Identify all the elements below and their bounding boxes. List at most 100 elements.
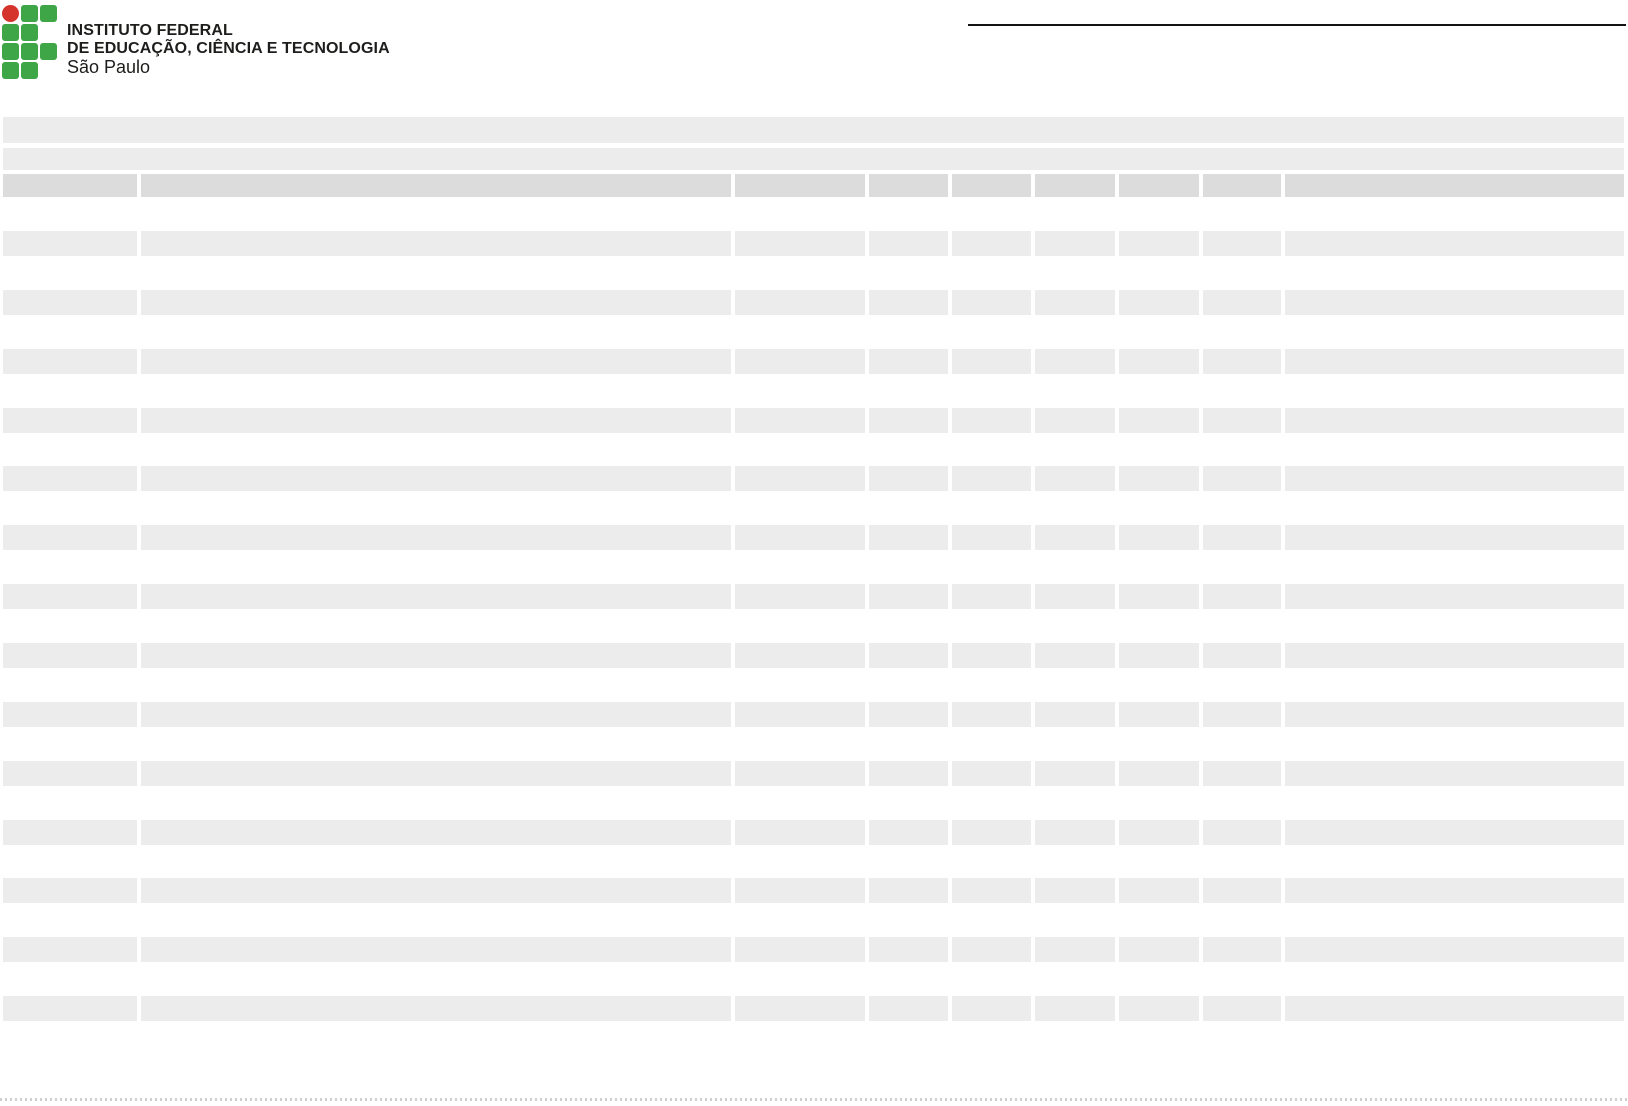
table-row-2-col-2 bbox=[141, 290, 731, 315]
table-row-4-col-9 bbox=[1285, 408, 1624, 433]
table-row-1-col-5 bbox=[952, 231, 1031, 256]
table-row-9-col-9 bbox=[1285, 702, 1624, 727]
table-row-5-col-3 bbox=[735, 466, 865, 491]
table-row-13-col-7 bbox=[1119, 937, 1199, 962]
table-row-7-col-4 bbox=[869, 584, 948, 609]
table-row-2-col-8 bbox=[1203, 290, 1281, 315]
header-col-7 bbox=[1119, 174, 1199, 197]
table-row-2-col-3 bbox=[735, 290, 865, 315]
table-row-3-col-2 bbox=[141, 349, 731, 374]
table-row-9-col-5 bbox=[952, 702, 1031, 727]
table-row-11-col-1 bbox=[3, 820, 137, 845]
table-row-13-col-3 bbox=[735, 937, 865, 962]
table-row-4-col-1 bbox=[3, 408, 137, 433]
logo-line-2: DE EDUCAÇÃO, CIÊNCIA E TECNOLOGIA bbox=[67, 40, 390, 57]
table-row-8-col-3 bbox=[735, 643, 865, 668]
table-row-10-col-8 bbox=[1203, 761, 1281, 786]
table-row-2-col-5 bbox=[952, 290, 1031, 315]
table-row-6-col-9 bbox=[1285, 525, 1624, 550]
table-row-3-col-7 bbox=[1119, 349, 1199, 374]
table-row-10-col-5 bbox=[952, 761, 1031, 786]
table-row-6-col-2 bbox=[141, 525, 731, 550]
data-table bbox=[3, 0, 1624, 1106]
green-square bbox=[2, 43, 19, 60]
table-row-10-col-1 bbox=[3, 761, 137, 786]
table-row-9-col-4 bbox=[869, 702, 948, 727]
green-square bbox=[40, 43, 57, 60]
table-row-1-col-2 bbox=[141, 231, 731, 256]
table-row-6-col-3 bbox=[735, 525, 865, 550]
green-square bbox=[21, 5, 38, 22]
table-row-13-col-6 bbox=[1035, 937, 1115, 962]
table-row-14-col-2 bbox=[141, 996, 731, 1021]
table-row-7-col-1 bbox=[3, 584, 137, 609]
table-row-14-col-7 bbox=[1119, 996, 1199, 1021]
table-row-8-col-9 bbox=[1285, 643, 1624, 668]
table-row-10-col-2 bbox=[141, 761, 731, 786]
table-row-2-col-4 bbox=[869, 290, 948, 315]
table-row-9-col-7 bbox=[1119, 702, 1199, 727]
table-row-14-col-1 bbox=[3, 996, 137, 1021]
table-row-1-col-8 bbox=[1203, 231, 1281, 256]
green-square bbox=[21, 43, 38, 60]
table-row-11-col-2 bbox=[141, 820, 731, 845]
table-row-8-col-8 bbox=[1203, 643, 1281, 668]
table-row-11-col-7 bbox=[1119, 820, 1199, 845]
table-title-bar-1 bbox=[3, 117, 1624, 143]
table-row-9-col-8 bbox=[1203, 702, 1281, 727]
green-square bbox=[21, 62, 38, 79]
header-col-8 bbox=[1203, 174, 1281, 197]
table-row-2-col-7 bbox=[1119, 290, 1199, 315]
table-row-4-col-6 bbox=[1035, 408, 1115, 433]
table-row-5-col-6 bbox=[1035, 466, 1115, 491]
table-row-7-col-2 bbox=[141, 584, 731, 609]
ifsp-logo-grid bbox=[2, 5, 58, 80]
table-row-6-col-1 bbox=[3, 525, 137, 550]
table-row-10-col-9 bbox=[1285, 761, 1624, 786]
table-row-11-col-4 bbox=[869, 820, 948, 845]
table-row-3-col-1 bbox=[3, 349, 137, 374]
table-row-5-col-7 bbox=[1119, 466, 1199, 491]
table-row-9-col-6 bbox=[1035, 702, 1115, 727]
table-row-1-col-7 bbox=[1119, 231, 1199, 256]
table-row-14-col-8 bbox=[1203, 996, 1281, 1021]
table-row-12-col-1 bbox=[3, 878, 137, 903]
table-row-10-col-3 bbox=[735, 761, 865, 786]
table-row-1-col-6 bbox=[1035, 231, 1115, 256]
table-row-6-col-7 bbox=[1119, 525, 1199, 550]
table-row-4-col-5 bbox=[952, 408, 1031, 433]
table-row-7-col-9 bbox=[1285, 584, 1624, 609]
logo-line-3: São Paulo bbox=[67, 57, 151, 77]
header-col-5 bbox=[952, 174, 1031, 197]
table-row-8-col-4 bbox=[869, 643, 948, 668]
header-col-1 bbox=[3, 174, 137, 197]
header-col-6 bbox=[1035, 174, 1115, 197]
table-row-7-col-8 bbox=[1203, 584, 1281, 609]
table-row-6-col-4 bbox=[869, 525, 948, 550]
table-row-1-col-4 bbox=[869, 231, 948, 256]
table-row-4-col-2 bbox=[141, 408, 731, 433]
table-row-5-col-9 bbox=[1285, 466, 1624, 491]
table-row-14-col-4 bbox=[869, 996, 948, 1021]
table-row-8-col-7 bbox=[1119, 643, 1199, 668]
table-row-9-col-3 bbox=[735, 702, 865, 727]
green-square bbox=[2, 62, 19, 79]
table-row-2-col-9 bbox=[1285, 290, 1624, 315]
table-row-1-col-3 bbox=[735, 231, 865, 256]
table-row-7-col-3 bbox=[735, 584, 865, 609]
green-square bbox=[2, 24, 19, 41]
table-row-9-col-1 bbox=[3, 702, 137, 727]
page-break-dotted-line bbox=[0, 1098, 1628, 1101]
table-row-3-col-5 bbox=[952, 349, 1031, 374]
table-row-13-col-9 bbox=[1285, 937, 1624, 962]
table-row-3-col-6 bbox=[1035, 349, 1115, 374]
table-row-12-col-2 bbox=[141, 878, 731, 903]
table-row-10-col-7 bbox=[1119, 761, 1199, 786]
table-row-7-col-6 bbox=[1035, 584, 1115, 609]
table-row-13-col-5 bbox=[952, 937, 1031, 962]
table-row-3-col-3 bbox=[735, 349, 865, 374]
table-row-12-col-9 bbox=[1285, 878, 1624, 903]
table-row-13-col-2 bbox=[141, 937, 731, 962]
table-row-11-col-5 bbox=[952, 820, 1031, 845]
